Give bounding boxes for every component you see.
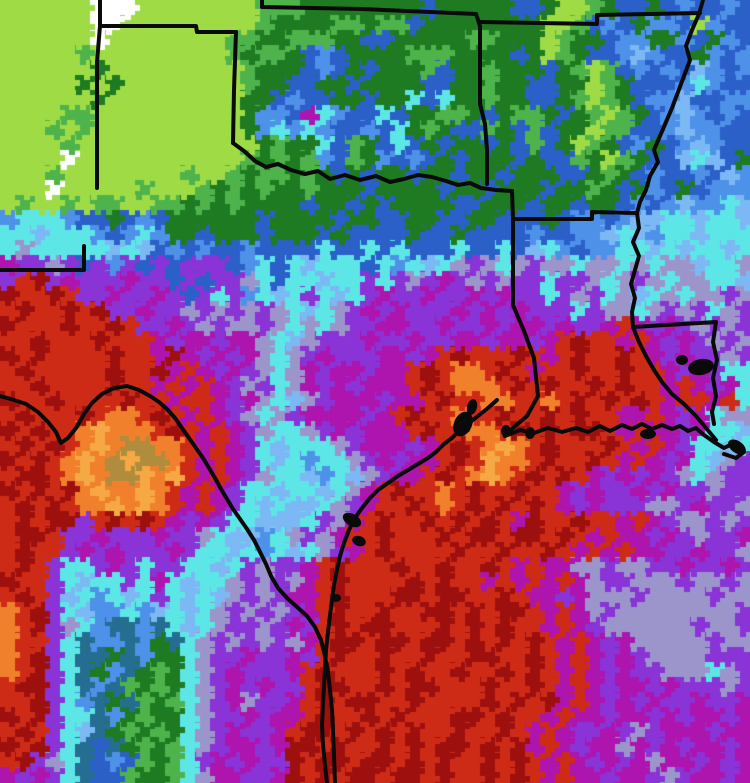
precipitation-map (0, 0, 750, 783)
precip-raster-canvas (0, 0, 750, 783)
